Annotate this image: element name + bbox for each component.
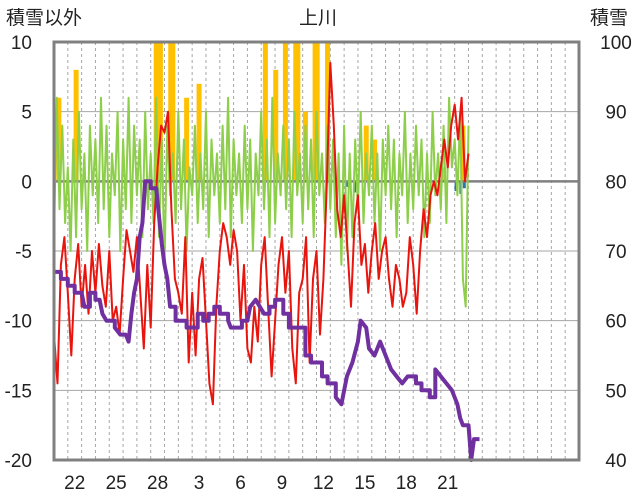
x-tick-label: 12 (313, 473, 334, 494)
x-tick-label: 22 (64, 473, 85, 494)
right-y-tick-label: 70 (605, 242, 626, 263)
right-axis-title: 積雪 (590, 7, 628, 29)
x-tick-label: 6 (235, 473, 246, 494)
orange-bar (295, 42, 301, 182)
orange-bar (372, 139, 378, 182)
x-ticks: 22 25 28 3 6 9 12 15 18 21 (64, 473, 458, 494)
orange-bar (262, 42, 268, 182)
left-y-tick-label: -5 (15, 242, 32, 263)
left-y-tick-label: -10 (5, 312, 32, 333)
right-y-tick-label: 40 (605, 451, 626, 472)
left-y-ticks: 10 5 0 -5 -10 -15 -20 (5, 33, 32, 472)
orange-bar (157, 42, 163, 182)
right-y-tick-label: 80 (605, 172, 626, 193)
x-tick-label: 9 (277, 473, 288, 494)
orange-bar (170, 42, 176, 182)
left-y-tick-label: 10 (11, 33, 32, 54)
x-tick-label: 28 (147, 473, 168, 494)
right-y-tick-label: 50 (605, 381, 626, 402)
x-tick-label: 3 (194, 473, 205, 494)
orange-bar (282, 42, 288, 182)
x-tick-label: 18 (396, 473, 417, 494)
orange-bar (325, 42, 331, 182)
right-y-tick-label: 60 (605, 312, 626, 333)
purple-series-line (54, 179, 480, 462)
left-axis-title: 積雪以外 (6, 7, 82, 29)
x-tick-label: 15 (354, 473, 375, 494)
blue-bar (345, 181, 349, 187)
x-tick-label: 21 (437, 473, 458, 494)
chart-title: 上川 (299, 7, 337, 29)
red-series-line (53, 61, 470, 406)
left-y-tick-label: -20 (5, 451, 32, 472)
right-y-ticks: 100 90 80 70 60 50 40 (600, 33, 632, 472)
right-y-tick-label: 100 (600, 33, 632, 54)
line-series-group (53, 61, 480, 462)
orange-bar (56, 97, 62, 182)
plot-frame (52, 40, 581, 462)
left-y-tick-label: 0 (21, 172, 32, 193)
x-tick-label: 25 (106, 473, 127, 494)
orange-bar (73, 69, 79, 182)
orange-bar (196, 83, 202, 182)
orange-bar (441, 167, 447, 182)
left-y-tick-label: -15 (5, 381, 32, 402)
blue-bar (462, 181, 466, 189)
orange-bar (184, 97, 190, 182)
green-series-line (53, 96, 470, 308)
left-y-tick-label: 5 (21, 103, 32, 124)
orange-bar (273, 69, 279, 182)
right-y-tick-label: 90 (605, 103, 626, 124)
